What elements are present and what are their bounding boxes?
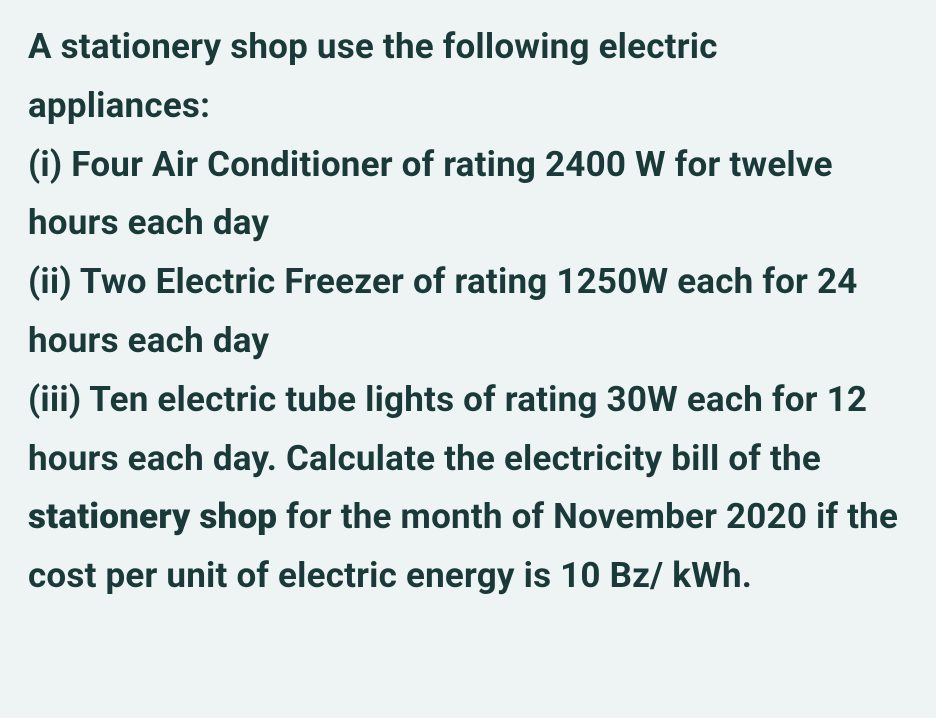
item-3-bold: stationery shop xyxy=(28,496,277,537)
item-3-part-a: (iii) Ten electric tube lights of rating… xyxy=(28,379,867,479)
intro-text: A stationery shop use the following elec… xyxy=(28,26,718,126)
item-2: (ii) Two Electric Freezer of rating 1250… xyxy=(28,261,858,361)
question-text: A stationery shop use the following elec… xyxy=(28,18,908,606)
item-1: (i) Four Air Conditioner of rating 2400 … xyxy=(28,144,833,244)
